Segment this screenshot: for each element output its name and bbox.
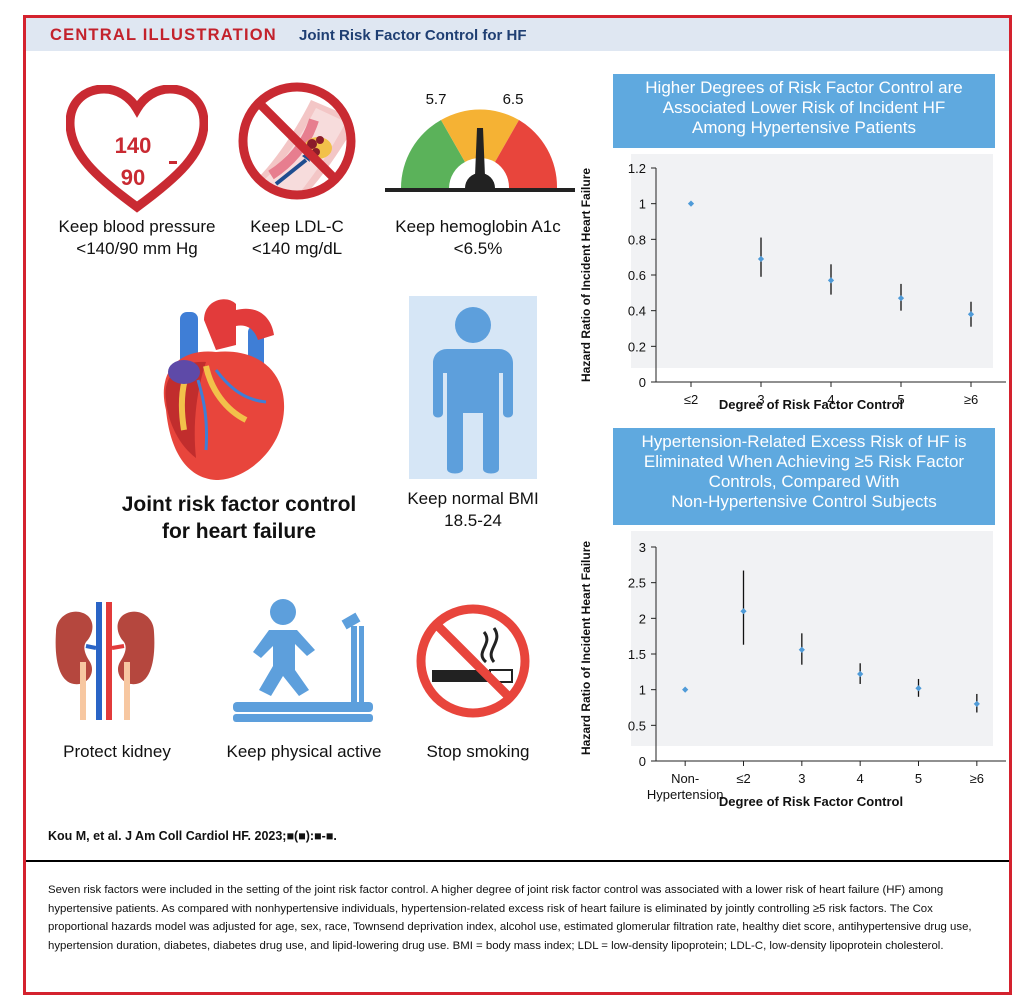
chart2-ylabel: Hazard Ratio of Incident Heart Failure [579,540,593,755]
joint-control-line2: for heart failure [161,520,317,543]
chart2-ytick-label: 2 [639,611,646,626]
chart2-point [798,646,805,653]
chart1-ytick-label: 1 [639,197,646,212]
chart2-ytick-label: 1.5 [628,647,646,662]
chart2-ytick-label: 2.5 [628,576,646,591]
chart1-title-line3: Among Hypertensive Patients [692,118,916,137]
chart1-point [687,200,695,207]
chart2-ytick-label: 1 [639,683,646,698]
chart1-point [967,311,975,318]
bp-diastolic: 90 [121,165,145,190]
chart2-point [857,670,864,678]
chart2-xtick-label: 4 [857,771,864,786]
chart2-xlabel: Degree of Risk Factor Control [718,794,904,809]
anatomical-heart-icon [163,299,285,480]
bp-label-line1: Keep blood pressure [58,217,216,236]
bmi-label: Keep normal BMI 18.5-24 [373,488,573,532]
central-illustration-frame: CENTRAL ILLUSTRATION Joint Risk Factor C… [23,15,1012,995]
ldl-label: Keep LDL-C <140 mg/dL [217,216,377,260]
gauge-right-value: 6.5 [503,91,524,108]
chart1-ytick-label: 0.2 [628,339,646,354]
chart2-xtick-label: ≥6 [970,771,984,786]
treadmill-icon [233,599,373,722]
chart2-ytick-label: 0.5 [628,718,646,733]
chart1-ytick-label: 0.6 [628,268,646,283]
a1c-gauge-icon: 5.7 6.5 [385,91,575,192]
chart2-svg: 0 0.5 1 1.5 2 2.5 3 Non-Hypertension ≤2 3 4 5 ≥6 [628,540,1006,802]
chart1-ytick-label: 0 [639,375,646,390]
a1c-label-line2: <6.5% [453,239,503,258]
heart-bp-icon: 140 90 [66,85,208,213]
chart2-xtick-label: ≤2 [736,771,750,786]
activity-label: Keep physical active [214,741,394,763]
chart1-ytick-label: 1.2 [628,161,646,176]
chart2-ytick-label: 3 [639,540,646,555]
bp-systolic: 140 [115,133,152,158]
bmi-label-line1: Keep normal BMI [407,489,539,508]
chart1-title-line2: Associated Lower Risk of Incident HF [662,98,946,117]
chart1-xlabel: Degree of Risk Factor Control [718,397,904,412]
chart1-point [897,295,905,302]
joint-control-line1: Joint risk factor control [121,493,357,516]
header-bar: CENTRAL ILLUSTRATION Joint Risk Factor C… [26,18,1009,51]
divider [26,860,1009,862]
gauge-left-value: 5.7 [426,91,447,108]
chart2-title-line2: Eliminated When Achieving ≥5 Risk Factor [643,452,965,471]
chart1-plot-bg [631,154,993,368]
a1c-label-line1: Keep hemoglobin A1c [395,217,561,236]
chart2-ytick-label: 0 [639,754,646,769]
chart2-xtick-label: Hypertension [647,787,724,802]
bmi-label-line2: 18.5-24 [444,511,502,530]
chart2-title-line4: Non-Hypertensive Control Subjects [671,492,937,511]
chart1-xtick-label: ≤2 [684,392,698,407]
citation: Kou M, et al. J Am Coll Cardiol HF. 2023… [48,829,337,843]
chart1-xtick-label: 4 [827,392,834,407]
smoking-label: Stop smoking [398,741,558,763]
chart1-ytick-label: 0.4 [628,304,646,319]
chart1-xtick-label: ≥6 [964,392,978,407]
chart2-xtick-label: 5 [915,771,922,786]
chart2-title-line1: Hypertension-Related Excess Risk of HF i… [641,432,967,451]
a1c-label: Keep hemoglobin A1c <6.5% [378,216,578,260]
chart2-point [973,700,980,708]
chart1-title-line1: Higher Degrees of Risk Factor Control ar… [645,78,963,97]
chart1-svg: 0 0.2 0.4 0.6 0.8 1 1.2 ≤2 3 4 5 ≥6 [628,161,1006,407]
smoking-label-text: Stop smoking [426,742,530,761]
kidney-label-text: Protect kidney [63,742,171,761]
header-title: CENTRAL ILLUSTRATION [50,26,277,44]
bp-label-line2: <140/90 mm Hg [76,239,198,258]
chart2-title-line3: Controls, Compared With [708,472,900,491]
ldl-label-line2: <140 mg/dL [251,239,343,258]
chart1-ytick-label: 0.8 [628,232,646,247]
ldl-label-line1: Keep LDL-C [250,217,344,236]
person-icon [433,307,513,474]
chart2-xtick-label: 3 [798,771,805,786]
kidney-label: Protect kidney [37,741,197,763]
no-smoking-icon [416,604,530,718]
artery-no-icon [238,82,356,200]
chart1-xtick-label: 5 [897,392,904,407]
chart1-point [757,255,765,263]
kidney-icon [55,602,155,720]
bp-label: Keep blood pressure <140/90 mm Hg [37,216,237,260]
chart2-point [682,686,689,693]
chart2-plot-bg [631,531,993,746]
caption: Seven risk factors were included in the … [48,884,972,952]
chart2-banner: Hypertension-Related Excess Risk of HF i… [613,428,995,525]
chart1-ylabel: Hazard Ratio of Incident Heart Failure [579,167,593,382]
chart2-point [915,685,922,692]
chart2-point [740,608,747,615]
chart1-point [827,277,835,284]
header-subtitle: Joint Risk Factor Control for HF [299,27,527,44]
chart1-xtick-label: 3 [757,392,764,407]
chart2-xtick-label: Non- [671,771,699,786]
activity-label-text: Keep physical active [226,742,382,761]
joint-control-title: Joint risk factor control for heart fail… [89,491,389,545]
chart1-banner: Higher Degrees of Risk Factor Control ar… [613,74,995,148]
